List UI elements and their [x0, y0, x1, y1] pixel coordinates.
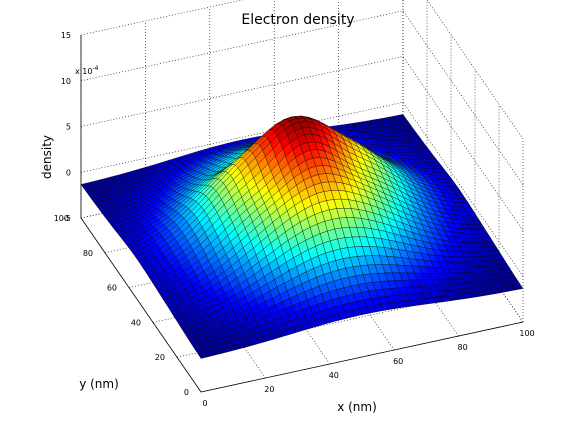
x-tick-label: 0 [202, 399, 207, 408]
grid-line [402, 10, 524, 185]
y-tick-label: 60 [107, 284, 117, 293]
x-axis-line [200, 321, 524, 393]
y-axis-label: y (nm) [79, 377, 119, 391]
x-tick-label: 20 [264, 385, 274, 394]
surface-face [198, 352, 209, 359]
surface-mesh [80, 114, 524, 359]
grid-line [402, 56, 524, 231]
x-tick-label: 80 [458, 343, 468, 352]
grid-line [80, 102, 404, 173]
x-tick-label: 100 [519, 329, 534, 338]
x-axis-label: x (nm) [337, 400, 377, 414]
y-tick-label: 0 [184, 388, 189, 397]
y-tick-label: 100 [54, 214, 69, 223]
y-tick-label: 40 [131, 318, 141, 327]
grid-line [80, 0, 244, 36]
z-tick-label: 10 [61, 77, 71, 86]
grid-line [80, 10, 404, 82]
x-tick-label: 40 [329, 371, 339, 380]
y-tick-label: 20 [155, 353, 165, 362]
z-tick-label: -5 [63, 214, 71, 223]
y-tick-label: 80 [83, 249, 93, 258]
z-tick-label: 0 [66, 168, 71, 177]
grid-line [402, 102, 524, 277]
grid-line [426, 0, 524, 140]
axes-box [80, 35, 524, 393]
z-axis-label: density [40, 135, 54, 179]
x-tick-label: 60 [393, 357, 403, 366]
z-multiplier-label: x 10-4 [75, 65, 99, 76]
chart-title: Electron density [241, 12, 354, 28]
z-tick-label: 5 [66, 123, 71, 132]
y-axis-line [80, 217, 202, 393]
z-tick-label: 15 [61, 31, 71, 40]
grid-line [80, 56, 404, 127]
